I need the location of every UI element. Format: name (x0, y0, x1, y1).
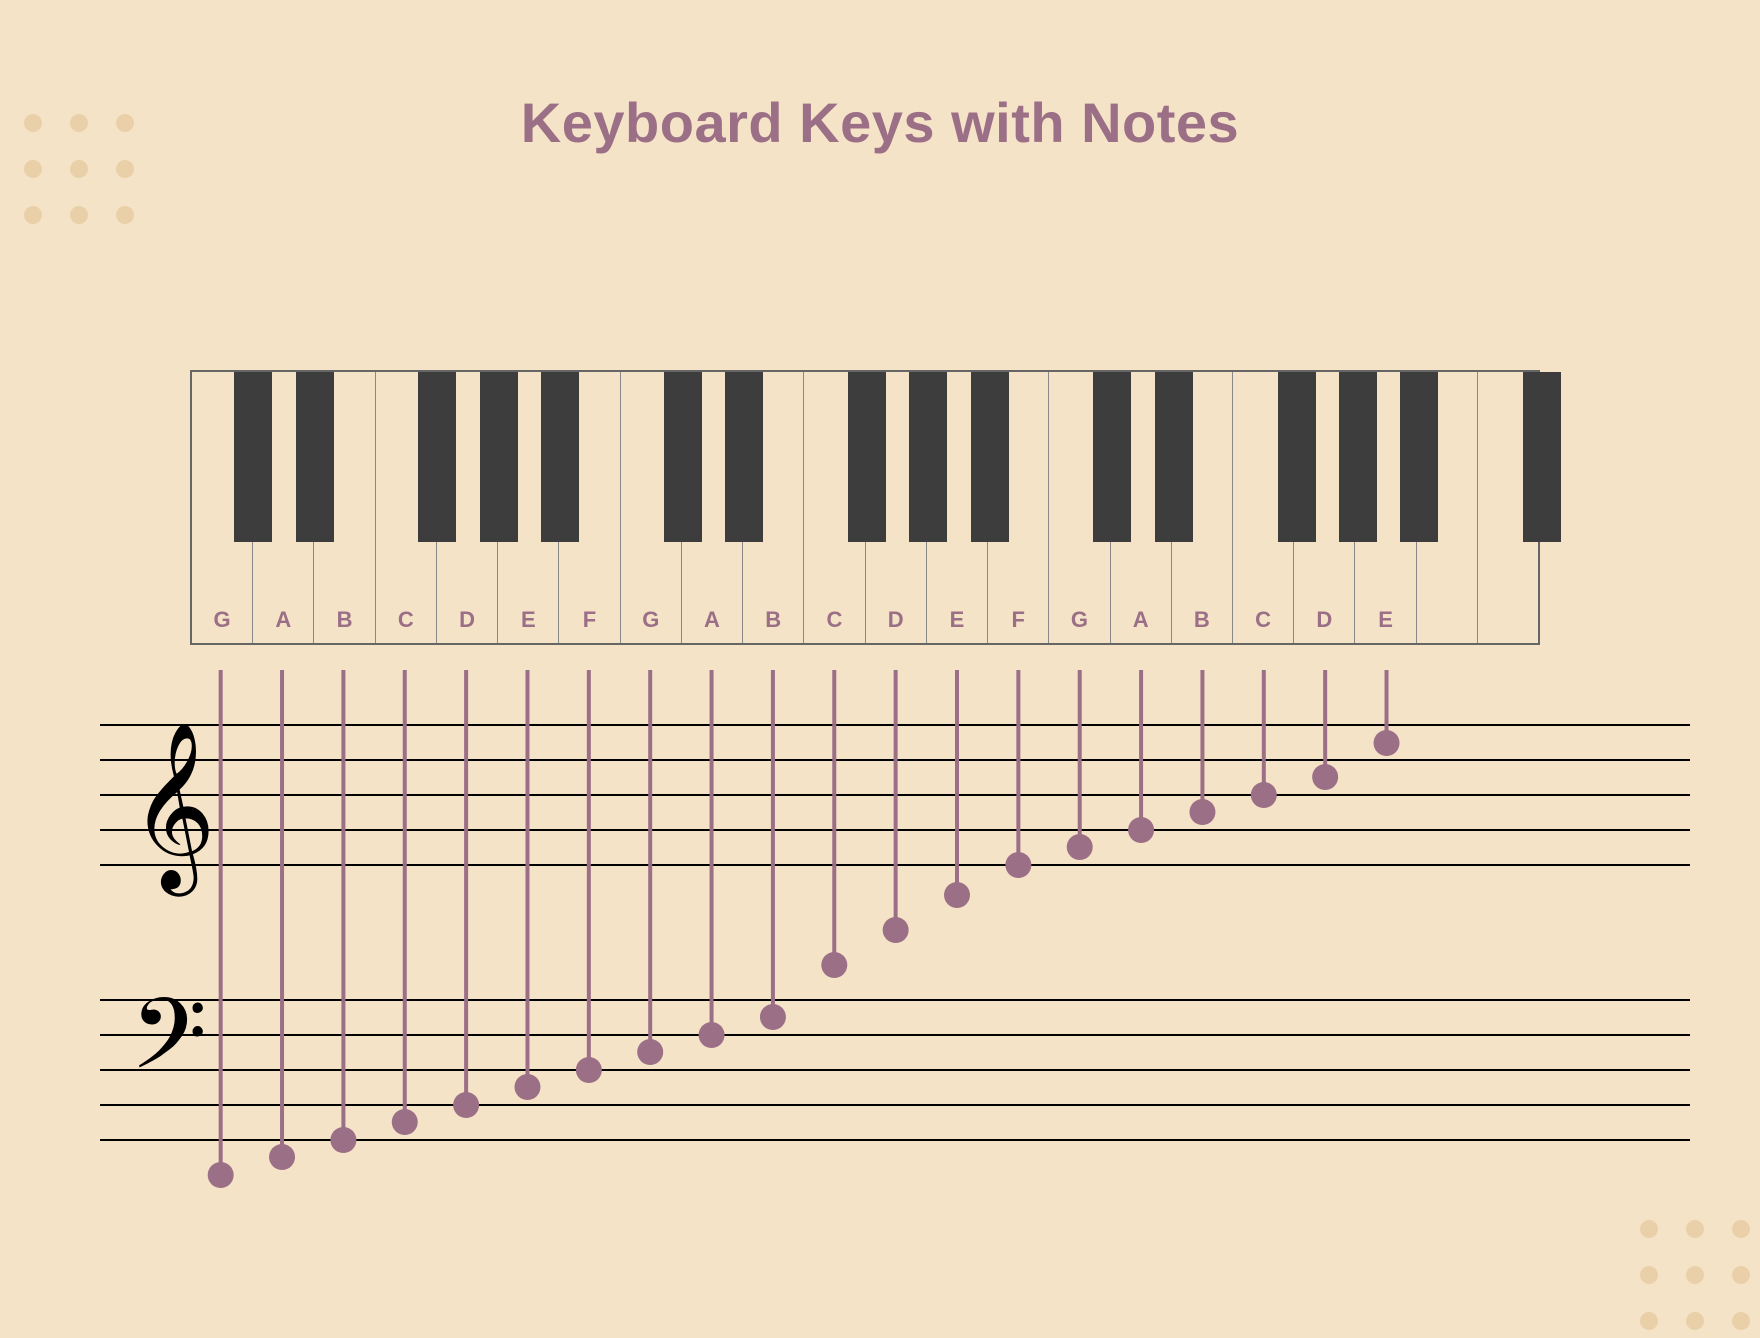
staff-note (453, 1092, 479, 1118)
key-label: B (1172, 607, 1232, 633)
white-key: E (927, 372, 988, 643)
key-label: E (498, 607, 558, 633)
keyboard-diagram: GABCDEFGABCDEFGABCDE (190, 370, 1540, 645)
staff-note (269, 1144, 295, 1170)
key-label: D (437, 607, 497, 633)
key-label: B (314, 607, 374, 633)
white-key: G (1049, 372, 1110, 643)
staff-note (944, 882, 970, 908)
white-key: B (314, 372, 375, 643)
staff-note (208, 1162, 234, 1188)
treble-clef-icon: 𝄞 (130, 725, 216, 897)
white-key: B (743, 372, 804, 643)
staff-note (760, 1004, 786, 1030)
key-label: A (253, 607, 313, 633)
key-label: F (988, 607, 1048, 633)
staff-note (330, 1127, 356, 1153)
deco-dots-top-left (24, 114, 134, 224)
grand-staff: 𝄞𝄢 (100, 670, 1690, 1235)
white-key: A (1111, 372, 1172, 643)
staff-note (1251, 782, 1277, 808)
key-label: G (621, 607, 681, 633)
bass-clef-icon: 𝄢 (130, 981, 207, 1114)
key-label: C (1233, 607, 1293, 633)
white-key: A (682, 372, 743, 643)
staff-note (1005, 852, 1031, 878)
white-key: C (1233, 372, 1294, 643)
white-key: C (376, 372, 437, 643)
white-key: B (1172, 372, 1233, 643)
white-key: D (866, 372, 927, 643)
staff-note (1128, 817, 1154, 843)
white-key: F (559, 372, 620, 643)
white-key: G (621, 372, 682, 643)
key-label: B (743, 607, 803, 633)
staff-note (514, 1074, 540, 1100)
staff-note (1374, 730, 1400, 756)
white-key: D (1294, 372, 1355, 643)
white-keys-row: GABCDEFGABCDEFGABCDE (192, 372, 1538, 643)
staff-note (576, 1057, 602, 1083)
white-key: E (1355, 372, 1416, 643)
staff-note (821, 952, 847, 978)
white-key (1478, 372, 1538, 643)
key-label: C (804, 607, 864, 633)
staff-note (1312, 764, 1338, 790)
white-key: D (437, 372, 498, 643)
staff-note (1067, 834, 1093, 860)
keyboard: GABCDEFGABCDEFGABCDE (190, 370, 1540, 645)
white-key: G (192, 372, 253, 643)
key-label: G (192, 607, 252, 633)
key-label: D (1294, 607, 1354, 633)
key-label: F (559, 607, 619, 633)
key-label: A (1111, 607, 1171, 633)
staff-note (699, 1022, 725, 1048)
staff-note (392, 1109, 418, 1135)
white-key: A (253, 372, 314, 643)
staff-note (1189, 799, 1215, 825)
white-key: F (988, 372, 1049, 643)
page-title: Keyboard Keys with Notes (0, 90, 1760, 155)
staff-svg: 𝄞𝄢 (100, 670, 1690, 1230)
key-label: A (682, 607, 742, 633)
key-label: C (376, 607, 436, 633)
key-label: G (1049, 607, 1109, 633)
key-label: E (1355, 607, 1415, 633)
staff-note (883, 917, 909, 943)
white-key: C (804, 372, 865, 643)
key-label: E (927, 607, 987, 633)
white-key (1417, 372, 1478, 643)
deco-dots-bottom-right (1640, 1220, 1750, 1330)
white-key: E (498, 372, 559, 643)
staff-note (637, 1039, 663, 1065)
key-label: D (866, 607, 926, 633)
